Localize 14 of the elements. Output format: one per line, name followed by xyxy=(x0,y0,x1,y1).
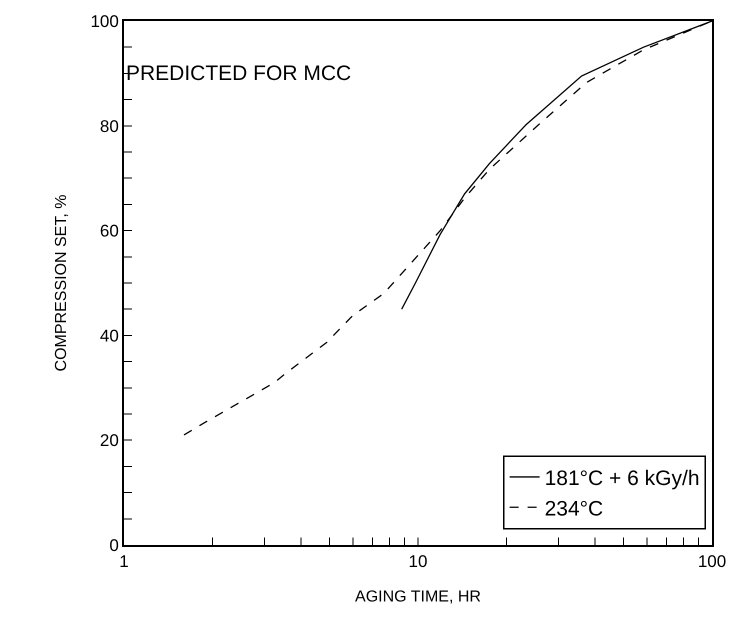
annotation: PREDICTED FOR MCC xyxy=(126,62,352,85)
y-axis-title: COMPRESSION SET, % xyxy=(52,194,70,372)
legend-label: 234°C xyxy=(544,497,604,520)
x-tick-label: 10 xyxy=(408,552,428,572)
y-tick-label: 80 xyxy=(100,116,119,136)
x-tick-label: 1 xyxy=(119,552,129,572)
y-tick-label: 60 xyxy=(100,222,119,241)
x-tick-label: 100 xyxy=(698,552,726,572)
x-axis-title: AGING TIME, HR xyxy=(355,588,481,606)
y-tick-label: 40 xyxy=(100,326,119,346)
y-tick-label: 0 xyxy=(109,536,119,555)
y-tick-label: 100 xyxy=(90,12,119,31)
legend-label: 181°C + 6 kGy/h xyxy=(544,467,700,490)
y-tick-label: 20 xyxy=(100,431,119,450)
